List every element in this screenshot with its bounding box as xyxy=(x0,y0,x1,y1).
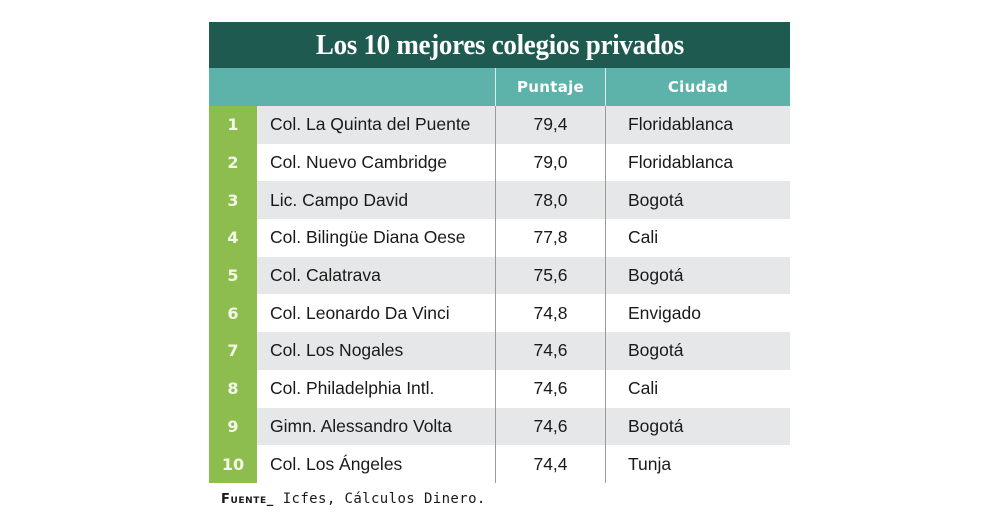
source-label: Fuente_ xyxy=(221,492,274,507)
rank-cell: 5 xyxy=(209,256,257,295)
score-cell: 79,0 xyxy=(495,143,605,182)
school-name: Col. Nuevo Cambridge xyxy=(270,152,448,173)
score-cell: 74,6 xyxy=(495,332,605,370)
rank-cell: 10 xyxy=(209,445,257,483)
table-row: 3 Lic. Campo David 78,0 Bogotá xyxy=(209,181,790,220)
source-note: Fuente_ Icfes, Cálculos Dinero. xyxy=(221,491,486,507)
table-row: 4 Col. Bilingüe Diana Oese 77,8 Cali xyxy=(209,219,790,257)
school-name: Col. Philadelphia Intl. xyxy=(270,378,435,399)
city-cell: Tunja xyxy=(605,445,790,483)
score-cell: 74,8 xyxy=(495,294,605,333)
score-cell: 79,4 xyxy=(495,106,605,144)
city-cell: Bogotá xyxy=(605,332,790,370)
school-name: Col. Bilingüe Diana Oese xyxy=(270,227,466,248)
city-cell: Floridablanca xyxy=(605,143,790,182)
header-row: Puntaje Ciudad xyxy=(209,68,790,106)
rank-cell: 2 xyxy=(209,143,257,182)
table-row: 5 Col. Calatrava 75,6 Bogotá xyxy=(209,256,790,295)
header-rank xyxy=(209,68,257,106)
school-name: Col. Calatrava xyxy=(270,265,381,286)
rank-cell: 3 xyxy=(209,181,257,220)
table-row: 8 Col. Philadelphia Intl. 74,6 Cali xyxy=(209,369,790,408)
table-title: Los 10 mejores colegios privados xyxy=(315,28,684,61)
city-cell: Floridablanca xyxy=(605,106,790,144)
school-name: Col. Los Nogales xyxy=(270,340,404,361)
table-row: 1 Col. La Quinta del Puente 79,4 Florida… xyxy=(209,106,790,144)
table-row: 10 Col. Los Ángeles 74,4 Tunja xyxy=(209,445,790,483)
school-name: Col. Los Ángeles xyxy=(270,453,403,474)
header-name xyxy=(257,68,495,106)
rank-cell: 1 xyxy=(209,106,257,144)
score-cell: 75,6 xyxy=(495,256,605,295)
rank-cell: 7 xyxy=(209,332,257,370)
header-score: Puntaje xyxy=(495,68,605,106)
score-cell: 74,4 xyxy=(495,445,605,483)
table-body: 1 Col. La Quinta del Puente 79,4 Florida… xyxy=(209,106,790,483)
school-name: Col. La Quinta del Puente xyxy=(270,114,471,135)
city-cell: Cali xyxy=(605,369,790,408)
score-cell: 74,6 xyxy=(495,407,605,446)
ranking-table: Los 10 mejores colegios privados Puntaje… xyxy=(209,22,790,483)
table-row: 9 Gimn. Alessandro Volta 74,6 Bogotá xyxy=(209,407,790,446)
source-text: Icfes, Cálculos Dinero. xyxy=(273,491,486,507)
score-cell: 77,8 xyxy=(495,219,605,257)
school-name: Lic. Campo David xyxy=(270,189,409,210)
school-name: Col. Leonardo Da Vinci xyxy=(270,302,450,323)
city-cell: Bogotá xyxy=(605,181,790,220)
city-cell: Bogotá xyxy=(605,256,790,295)
table-row: 6 Col. Leonardo Da Vinci 74,8 Envigado xyxy=(209,294,790,333)
table-row: 2 Col. Nuevo Cambridge 79,0 Floridablanc… xyxy=(209,143,790,182)
rank-cell: 6 xyxy=(209,294,257,333)
city-cell: Envigado xyxy=(605,294,790,333)
school-name: Gimn. Alessandro Volta xyxy=(270,415,452,436)
rank-cell: 9 xyxy=(209,407,257,446)
city-cell: Cali xyxy=(605,219,790,257)
city-cell: Bogotá xyxy=(605,407,790,446)
rank-cell: 4 xyxy=(209,219,257,257)
score-cell: 74,6 xyxy=(495,369,605,408)
score-cell: 78,0 xyxy=(495,181,605,220)
header-city: Ciudad xyxy=(605,68,790,106)
table-row: 7 Col. Los Nogales 74,6 Bogotá xyxy=(209,332,790,370)
rank-cell: 8 xyxy=(209,369,257,408)
title-band: Los 10 mejores colegios privados xyxy=(209,22,790,68)
